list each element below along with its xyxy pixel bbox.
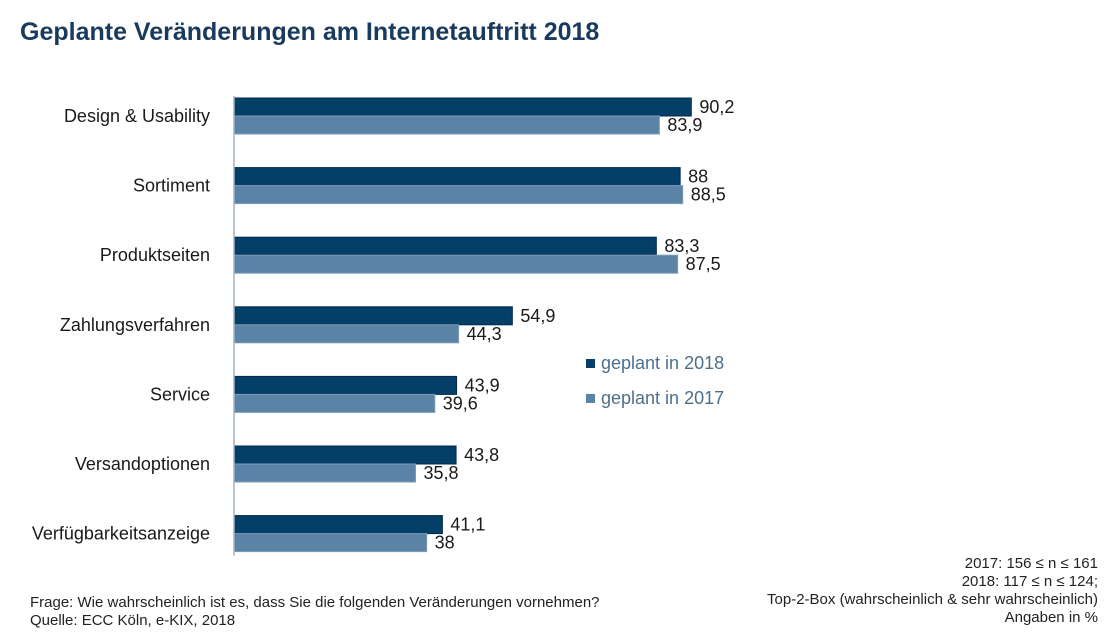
data-label: 87,5: [686, 254, 721, 274]
note-line: Top-2-Box (wahrscheinlich & sehr wahrsch…: [767, 591, 1098, 608]
category-label: Zahlungsverfahren: [60, 315, 210, 335]
data-label: 83,9: [667, 115, 702, 135]
category-label: Service: [150, 384, 210, 404]
data-label: 44,3: [467, 324, 502, 344]
category-label: Verfügbarkeitsanzeige: [32, 524, 210, 544]
data-label: 43,9: [465, 375, 500, 395]
data-label: 39,6: [443, 393, 478, 413]
legend-swatch: [586, 394, 595, 403]
note-line: 2017: 156 ≤ n ≤ 161: [964, 555, 1098, 572]
data-label: 43,8: [464, 445, 499, 465]
bar-2018: [233, 445, 457, 465]
bar-2018: [233, 375, 458, 395]
data-label: 90,2: [699, 97, 734, 117]
bar-2018: [233, 167, 681, 187]
bar-2017: [233, 463, 417, 483]
category-label: Versandoptionen: [75, 454, 210, 474]
legend-label: geplant in 2018: [601, 353, 724, 373]
bar-2017: [233, 254, 679, 274]
category-label: Produktseiten: [100, 245, 210, 265]
note-line: 2018: 117 ≤ n ≤ 124;: [961, 573, 1098, 590]
bar-2017: [233, 324, 460, 344]
data-label: 88: [688, 167, 708, 187]
bar-2018: [233, 97, 692, 117]
note-line: Angaben in %: [1004, 609, 1098, 626]
data-label: 88,5: [691, 185, 726, 205]
category-label: Sortiment: [133, 176, 210, 196]
sample-notes: 2017: 156 ≤ n ≤ 161 2018: 117 ≤ n ≤ 124;…: [767, 555, 1098, 627]
bar-2017: [233, 393, 436, 413]
bar-2017: [233, 533, 428, 553]
source-notes: Frage: Wie wahrscheinlich ist es, dass S…: [30, 594, 600, 630]
legend-label: geplant in 2017: [601, 388, 724, 408]
bar-2017: [233, 115, 660, 135]
source-note: Quelle: ECC Köln, e-KIX, 2018: [30, 612, 236, 629]
bar-2018: [233, 236, 657, 256]
data-label: 83,3: [664, 236, 699, 256]
data-label: 35,8: [424, 463, 459, 483]
data-label: 38: [435, 533, 455, 553]
chart-title: Geplante Veränderungen am Internetauftri…: [20, 18, 600, 46]
bar-2018: [233, 306, 513, 326]
legend-swatch: [586, 359, 595, 368]
question-note: Frage: Wie wahrscheinlich ist es, dass S…: [30, 594, 600, 611]
data-label: 41,1: [450, 515, 485, 535]
bar-2018: [233, 515, 443, 535]
data-label: 54,9: [520, 306, 555, 326]
bar-2017: [233, 185, 684, 205]
category-label: Design & Usability: [64, 106, 210, 126]
